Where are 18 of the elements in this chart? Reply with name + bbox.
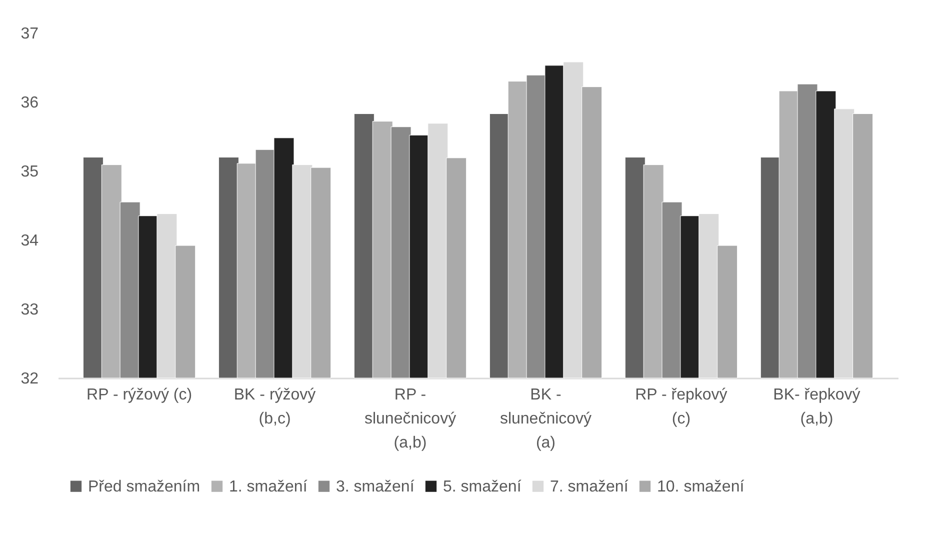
y-tick-label: 34 <box>20 232 39 250</box>
x-tick-label: RP - řepkový (c) <box>635 386 728 428</box>
legend-label: 5. smažení <box>443 478 522 496</box>
x-tick-label: BK - rýžový (b,c) <box>234 386 316 428</box>
x-tick-label: RP - rýžový (c) <box>86 386 192 404</box>
legend-label: 1. smažení <box>229 478 308 496</box>
y-tick-label: 33 <box>20 302 39 318</box>
x-tick-label: BK - slunečnicový (a) <box>500 386 592 452</box>
y-tick-label: 36 <box>20 94 39 112</box>
y-tick-label: 37 <box>20 26 39 42</box>
legend-label: Před smažením <box>88 478 200 496</box>
legend-label: 7. smažení <box>550 478 629 496</box>
y-tick-label: 35 <box>20 164 39 180</box>
y-tick-label: 32 <box>20 370 39 388</box>
legend-label: 10. smažení <box>657 478 745 496</box>
legend-label: 3. smažení <box>336 478 415 496</box>
x-tick-label: RP - slunečnicový (a,b) <box>364 386 456 452</box>
x-tick-label: BK- řepkový (a,b) <box>773 386 860 428</box>
